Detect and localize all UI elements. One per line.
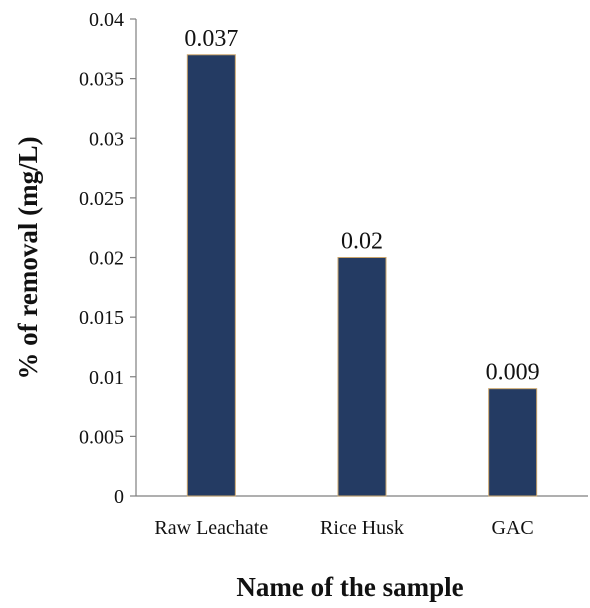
- bar: [337, 257, 387, 497]
- y-tick-label: 0.04: [89, 9, 124, 31]
- y-tick-label: 0.035: [79, 69, 124, 91]
- y-tick-label: 0.02: [89, 248, 124, 270]
- category-label: GAC: [492, 517, 534, 539]
- plot-area: 0 0.005 0.01 0.015 0.02 0.025 0.03 0.035 0.04 0.0…: [79, 9, 588, 539]
- category-label: Rice Husk: [320, 517, 404, 539]
- category-label: Raw Leachate: [154, 517, 268, 539]
- y-tick-label: 0: [114, 486, 124, 508]
- y-tick-label: 0.005: [79, 426, 124, 448]
- y-axis-title: % of removal (mg/L): [13, 136, 43, 379]
- bar: [186, 54, 236, 497]
- data-label: 0.02: [341, 229, 383, 255]
- y-tick-label: 0.03: [89, 128, 124, 150]
- y-tick-label: 0.015: [79, 307, 124, 329]
- y-tick-label: 0.01: [89, 367, 124, 389]
- y-tick-label: 0.025: [79, 188, 124, 210]
- x-axis-title: Name of the sample: [236, 572, 463, 602]
- data-label: 0.037: [184, 26, 238, 52]
- data-label: 0.009: [486, 360, 540, 386]
- bar: [488, 388, 538, 497]
